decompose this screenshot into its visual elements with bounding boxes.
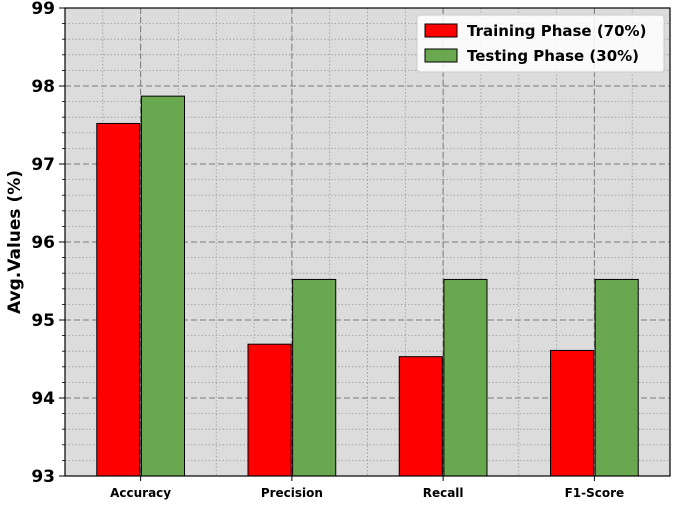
y-tick-label: 93	[31, 467, 55, 487]
x-tick-label: F1-Score	[565, 486, 625, 500]
legend-swatch-training	[424, 23, 458, 38]
x-tick-label: Recall	[423, 486, 464, 500]
bar-accuracy-testing	[140, 95, 185, 477]
legend-swatch-testing	[424, 48, 458, 63]
legend-box	[416, 14, 665, 73]
plot-frame	[64, 7, 671, 477]
bar-recall-training	[398, 356, 443, 477]
legend-label-training: Training Phase (70%)	[467, 22, 646, 40]
x-tick-label: Accuracy	[110, 486, 171, 500]
legend: Training Phase (70%) Testing Phase (30%)	[416, 14, 665, 73]
x-tick-label: Precision	[261, 486, 323, 500]
y-tick-label: 95	[31, 311, 55, 331]
y-axis-label: Avg.Values (%)	[5, 170, 25, 314]
bar-precision-training	[247, 343, 292, 477]
y-tick-label: 98	[31, 77, 55, 97]
legend-label-testing: Testing Phase (30%)	[467, 47, 639, 65]
y-tick-label: 96	[31, 233, 55, 253]
bar-recall-testing	[443, 278, 488, 477]
y-tick-label: 99	[31, 0, 55, 19]
y-tick-label: 97	[31, 155, 55, 175]
axes: 93 94 95 96 97 98 99 Accuracy Precision Recall F1-…	[31, 0, 671, 500]
bar-f1-score-testing	[594, 278, 639, 477]
bars	[96, 95, 639, 477]
bar-accuracy-training	[96, 122, 141, 477]
bar-precision-testing	[292, 278, 337, 477]
bar-f1-score-training	[550, 349, 595, 477]
y-tick-label: 94	[31, 389, 55, 409]
